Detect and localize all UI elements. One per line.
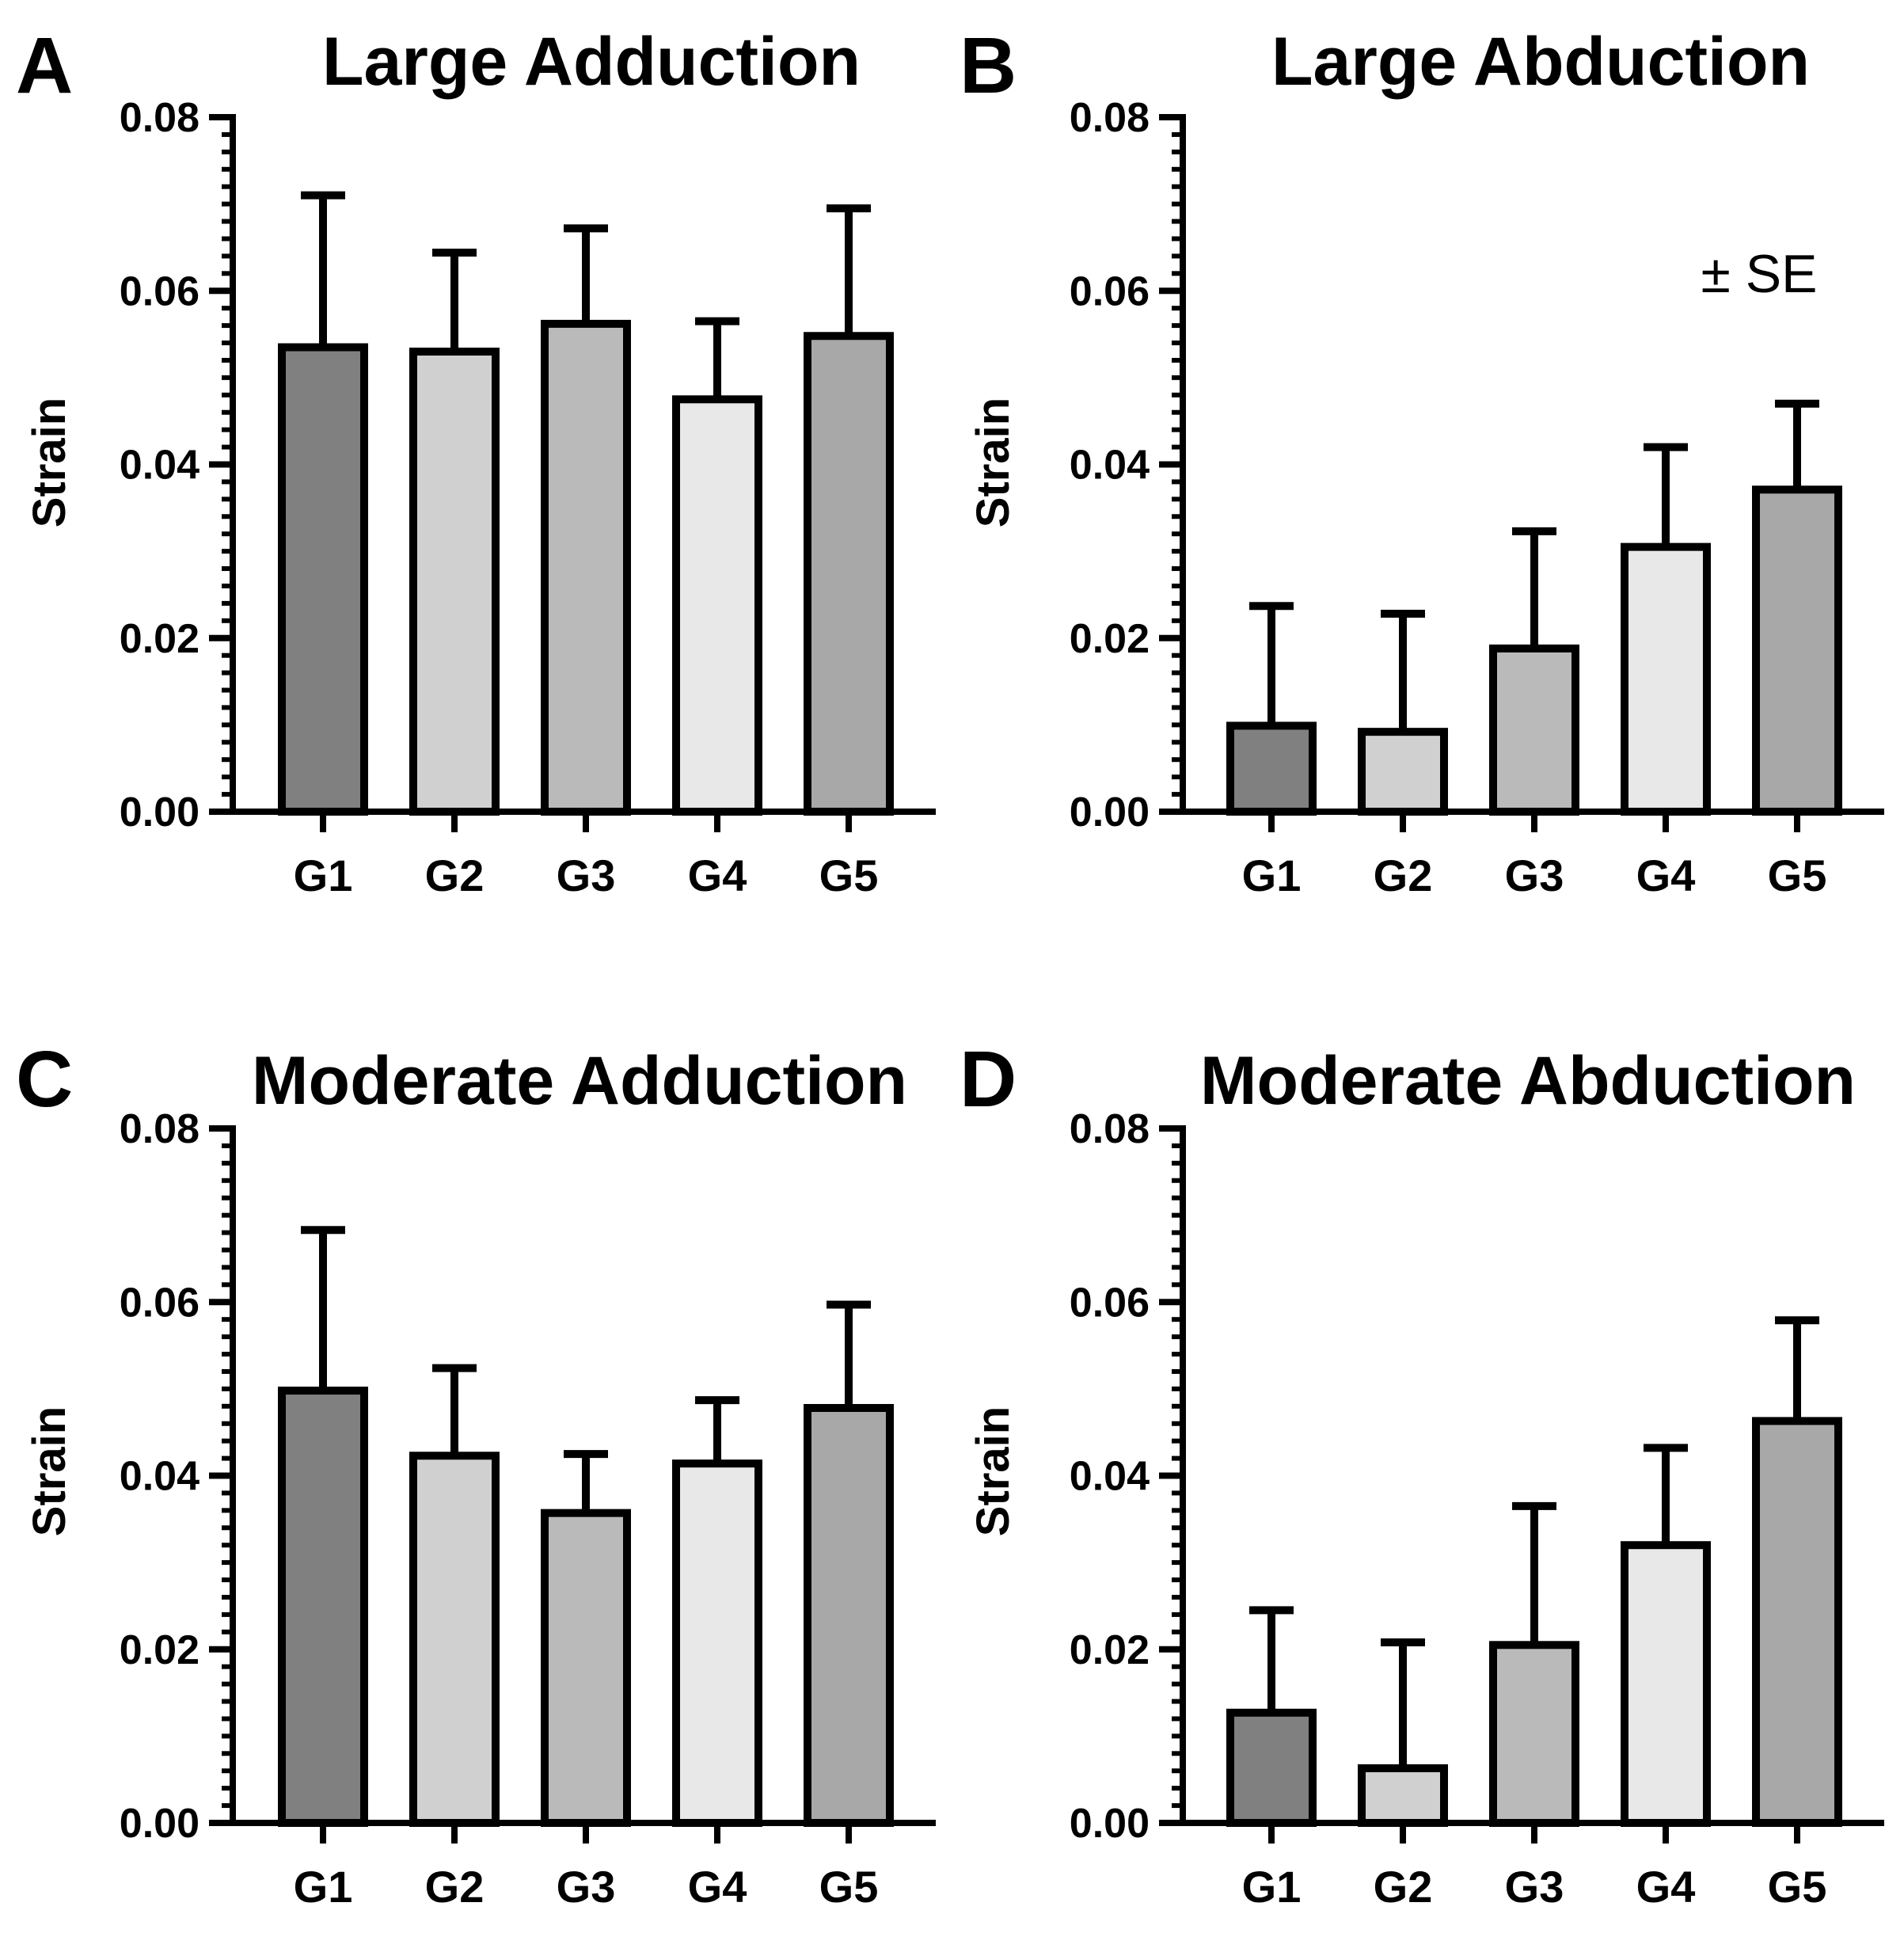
bar-c-g4 — [672, 1459, 762, 1827]
panel-letter-d: D — [960, 1035, 1017, 1124]
bar-d-g1 — [1226, 1708, 1317, 1828]
y-tick-label-c: 0.06 — [120, 1280, 200, 1326]
y-tick-label-c: 0.04 — [120, 1454, 200, 1500]
y-tick-label-a: 0.02 — [120, 616, 200, 662]
bar-b-g4 — [1621, 542, 1711, 816]
bar-b-g1 — [1226, 721, 1317, 816]
bar-b-g3 — [1489, 644, 1579, 816]
y-axis-label-a: Strain — [24, 398, 75, 527]
x-tick-label-a: G2 — [425, 850, 485, 900]
x-tick-label-b: G3 — [1505, 850, 1564, 900]
panel-c: C Moderate Adduction Strain 0.00 0.02 0.04… — [16, 1035, 936, 1912]
x-tick-label-a: G1 — [294, 850, 353, 900]
x-tick-label-c: G5 — [819, 1862, 879, 1912]
panel-title-b: Large Abduction — [1271, 24, 1810, 100]
x-tick-label-d: G3 — [1505, 1862, 1564, 1912]
x-tick-label-a: G3 — [557, 850, 616, 900]
y-axis-label-c: Strain — [24, 1406, 75, 1536]
y-tick-label-d: 0.02 — [1070, 1627, 1150, 1673]
y-tick-label-a: 0.00 — [120, 790, 200, 835]
x-tick-label-d: G2 — [1374, 1862, 1433, 1912]
panel-a: A Large Adduction Strain 0.00 0.02 0.04 0.0… — [16, 21, 936, 900]
bar-d-g3 — [1489, 1641, 1579, 1828]
y-tick-label-d: 0.00 — [1070, 1801, 1150, 1847]
bar-b-g5 — [1752, 485, 1842, 816]
bar-d-g2 — [1358, 1764, 1448, 1828]
x-tick-label-d: G4 — [1636, 1862, 1696, 1912]
panel-title-a: Large Adduction — [322, 24, 861, 100]
y-axis-label-d: Strain — [967, 1406, 1019, 1536]
x-tick-label-c: G4 — [688, 1862, 747, 1912]
x-tick-label-b: G4 — [1636, 850, 1696, 900]
y-tick-label-b: 0.00 — [1070, 790, 1150, 835]
x-tick-label-d: G5 — [1768, 1862, 1827, 1912]
y-tick-label-d: 0.08 — [1070, 1106, 1150, 1152]
y-tick-label-c: 0.08 — [120, 1106, 200, 1152]
x-tick-label-a: G4 — [688, 850, 747, 900]
panel-d: D Moderate Abduction Strain 0.00 0.02 0.04… — [960, 1035, 1884, 1912]
x-tick-label-b: G1 — [1242, 850, 1302, 900]
panel-letter-c: C — [16, 1035, 73, 1124]
bar-a-g2 — [409, 347, 500, 816]
y-tick-label-b: 0.02 — [1070, 616, 1150, 662]
bar-c-g2 — [409, 1452, 500, 1827]
x-tick-label-b: G5 — [1768, 850, 1827, 900]
x-tick-label-b: G2 — [1374, 850, 1433, 900]
bar-c-g3 — [541, 1509, 631, 1828]
y-tick-label-c: 0.02 — [120, 1627, 200, 1673]
bar-a-g3 — [541, 319, 631, 816]
bar-d-g5 — [1752, 1417, 1842, 1828]
bar-c-g1 — [278, 1387, 368, 1827]
panel-letter-b: B — [960, 21, 1017, 110]
y-tick-label-d: 0.06 — [1070, 1280, 1150, 1326]
bar-d-g4 — [1621, 1541, 1711, 1827]
x-tick-label-a: G5 — [819, 850, 879, 900]
y-tick-label-a: 0.06 — [120, 268, 200, 314]
x-tick-label-c: G1 — [294, 1862, 353, 1912]
panel-b: B Large Abduction Strain ± SE 0.00 0.02 0.… — [960, 21, 1884, 900]
y-tick-label-c: 0.00 — [120, 1801, 200, 1847]
x-tick-label-d: G1 — [1242, 1862, 1302, 1912]
y-tick-label-b: 0.08 — [1070, 95, 1150, 141]
x-tick-label-c: G3 — [557, 1862, 616, 1912]
y-tick-label-d: 0.04 — [1070, 1454, 1150, 1500]
y-tick-label-b: 0.06 — [1070, 268, 1150, 314]
error-annotation: ± SE — [1701, 244, 1818, 304]
panel-title-c: Moderate Adduction — [252, 1043, 907, 1119]
panel-letter-a: A — [16, 21, 73, 110]
bar-a-g4 — [672, 395, 762, 816]
y-tick-label-a: 0.08 — [120, 95, 200, 141]
x-tick-label-c: G2 — [425, 1862, 485, 1912]
bar-c-g5 — [804, 1403, 894, 1828]
bar-a-g1 — [278, 343, 368, 816]
y-tick-label-b: 0.04 — [1070, 443, 1150, 489]
bar-a-g5 — [804, 332, 894, 816]
y-tick-label-a: 0.04 — [120, 443, 200, 489]
panel-title-d: Moderate Abduction — [1200, 1043, 1856, 1119]
y-axis-label-b: Strain — [967, 398, 1019, 527]
bar-b-g2 — [1358, 728, 1448, 816]
